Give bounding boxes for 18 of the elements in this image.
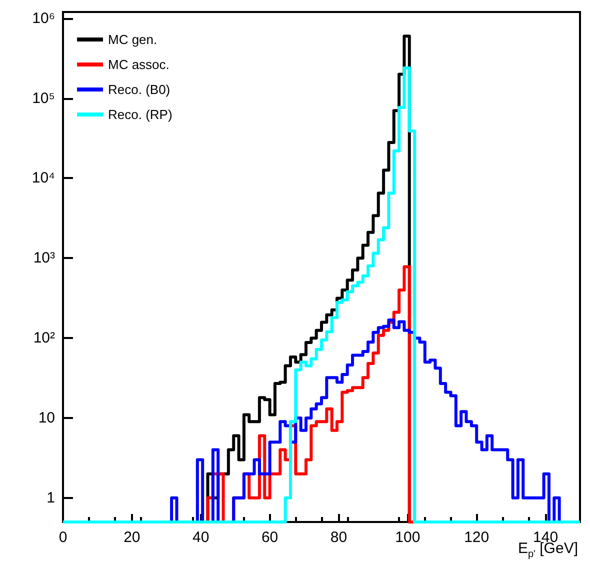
x-tick-label: 20 <box>124 529 140 546</box>
y-tick-label: 10³ <box>33 250 55 267</box>
y-tick-label: 10 <box>38 410 55 427</box>
x-tick-label: 0 <box>58 529 68 546</box>
legend-label: Reco. (RP) <box>108 107 172 122</box>
x-tick-label: 40 <box>192 529 210 546</box>
y-tick-label: 1 <box>46 489 55 506</box>
x-tick-label: 120 <box>464 529 490 546</box>
y-tick-label: 10² <box>33 330 55 347</box>
x-tick-label: 100 <box>395 529 420 546</box>
x-tick-label: 60 <box>261 529 278 546</box>
x-tick-label: 80 <box>330 529 348 546</box>
y-tick-label: 10⁶ <box>32 10 55 27</box>
y-tick-label: 10⁴ <box>32 170 55 187</box>
legend-label: MC assoc. <box>108 57 170 72</box>
legend-label: Reco. (B0) <box>108 82 170 97</box>
legend-label: MC gen. <box>108 32 158 47</box>
y-tick-label: 10⁵ <box>32 90 55 107</box>
